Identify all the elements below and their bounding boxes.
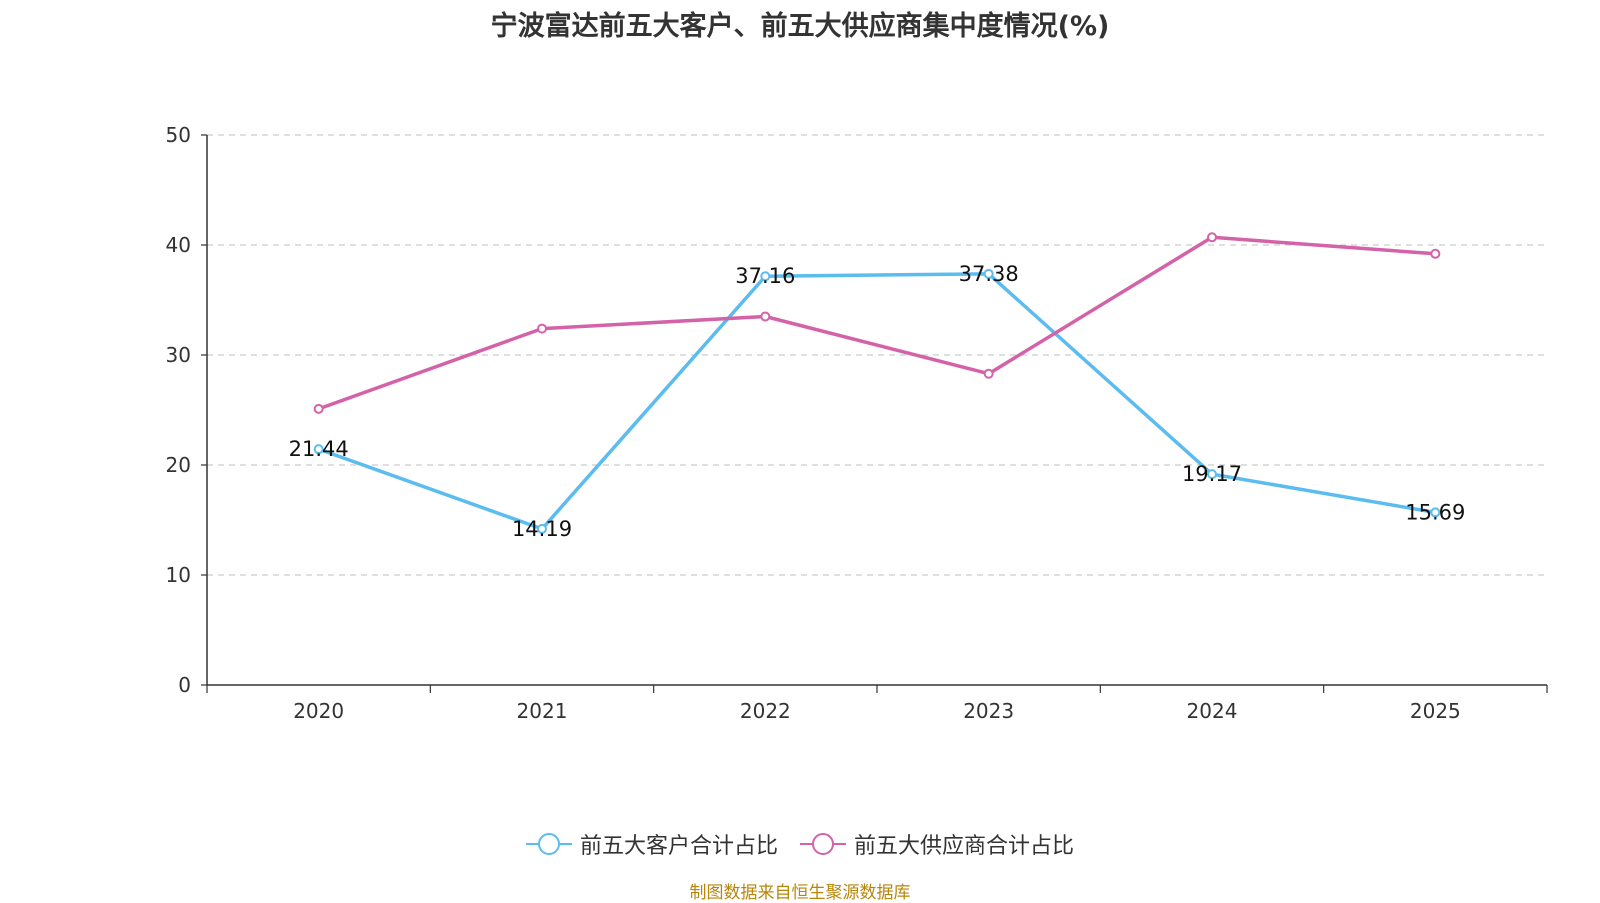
legend-item-customers[interactable]: 前五大客户合计占比	[525, 828, 778, 860]
y-tick-label: 30	[166, 343, 191, 367]
data-label: 21.44	[289, 437, 349, 461]
y-tick-label: 40	[166, 233, 191, 257]
y-tick-label: 20	[166, 453, 191, 477]
data-point-1	[537, 323, 547, 334]
series-line-0	[318, 272, 1436, 531]
x-tick-label: 2021	[517, 699, 568, 723]
legend-item-suppliers[interactable]: 前五大供应商合计占比	[800, 828, 1074, 860]
y-tick-label: 10	[166, 563, 191, 587]
data-point-1	[313, 403, 324, 414]
legend-label-customers: 前五大客户合计占比	[579, 834, 778, 859]
legend-marker-customers	[525, 833, 572, 855]
data-point-1	[1207, 232, 1217, 243]
data-label: 37.38	[959, 262, 1019, 286]
legend-label-suppliers: 前五大供应商合计占比	[854, 834, 1075, 859]
series-line-1	[318, 235, 1436, 411]
data-label: 14.19	[512, 517, 572, 541]
y-tick-label: 0	[178, 673, 191, 697]
data-point-1	[760, 311, 771, 322]
data-source-note: 制图数据来自恒生聚源数据库	[689, 883, 911, 903]
data-point-0	[537, 523, 547, 534]
data-point-0	[760, 271, 771, 282]
data-label: 19.17	[1182, 462, 1242, 486]
y-tick-label: 50	[166, 123, 191, 147]
data-point-1	[1430, 248, 1441, 259]
x-tick-label: 2022	[740, 699, 791, 723]
data-point-0	[313, 444, 324, 455]
legend: 前五大客户合计占比 前五大供应商合计占比	[0, 828, 1600, 860]
x-tick-label: 2023	[963, 699, 1014, 723]
data-point-0	[1207, 469, 1217, 480]
x-tick-label: 2024	[1187, 699, 1238, 723]
data-point-1	[983, 368, 994, 379]
data-label: 37.16	[735, 264, 795, 288]
data-label: 15.69	[1405, 500, 1465, 524]
data-point-0	[983, 268, 994, 279]
x-tick-label: 2020	[293, 699, 344, 723]
legend-marker-suppliers	[800, 833, 846, 855]
x-tick-label: 2025	[1410, 699, 1461, 723]
chart-title: 宁波富达前五大客户、前五大供应商集中度情况(%)	[490, 11, 1110, 42]
data-point-0	[1430, 507, 1441, 518]
